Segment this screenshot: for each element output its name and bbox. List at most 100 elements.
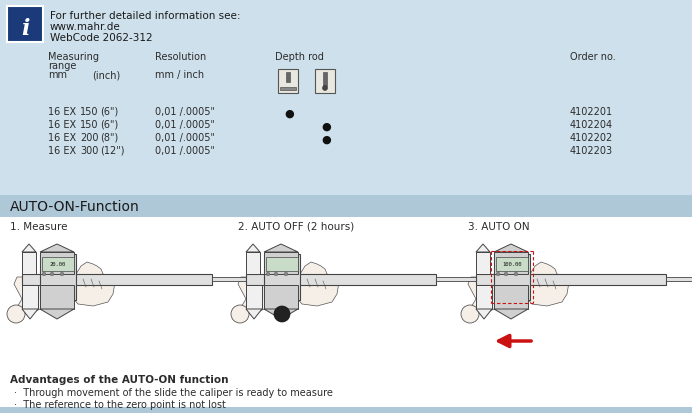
- Bar: [42, 257, 74, 271]
- Polygon shape: [476, 309, 492, 319]
- Text: For further detailed information see:: For further detailed information see:: [50, 11, 241, 21]
- Text: ●: ●: [321, 122, 331, 132]
- Bar: [40, 252, 74, 274]
- Text: 150: 150: [80, 107, 98, 117]
- Text: www.mahr.de: www.mahr.de: [50, 22, 120, 32]
- Polygon shape: [494, 244, 528, 252]
- Bar: [323, 73, 327, 87]
- Text: i: i: [21, 18, 29, 40]
- Circle shape: [514, 273, 518, 276]
- Text: Advantages of the AUTO-ON function: Advantages of the AUTO-ON function: [10, 374, 228, 384]
- Polygon shape: [14, 277, 50, 314]
- Text: 16 EX: 16 EX: [48, 107, 76, 117]
- Bar: [476, 285, 492, 309]
- Bar: [40, 254, 76, 300]
- Bar: [22, 252, 36, 274]
- Text: 0,01 /.0005": 0,01 /.0005": [155, 120, 215, 130]
- Text: (6"): (6"): [100, 107, 118, 117]
- Text: 0,01 /.0005": 0,01 /.0005": [155, 107, 215, 117]
- Bar: [280, 88, 296, 91]
- Text: ·  Through movement of the slide the caliper is ready to measure: · Through movement of the slide the cali…: [14, 387, 333, 397]
- Text: (6"): (6"): [100, 120, 118, 130]
- Circle shape: [51, 273, 54, 276]
- Circle shape: [496, 273, 500, 276]
- Bar: [264, 252, 298, 274]
- Polygon shape: [295, 262, 339, 306]
- Bar: [278, 70, 298, 94]
- Text: 0,01 /.0005": 0,01 /.0005": [155, 146, 215, 156]
- Bar: [22, 274, 212, 285]
- Bar: [496, 257, 528, 271]
- Bar: [266, 257, 298, 271]
- Polygon shape: [71, 262, 115, 306]
- Polygon shape: [238, 277, 274, 314]
- Text: 16 EX: 16 EX: [48, 146, 76, 156]
- Bar: [0, 0, 692, 195]
- Text: ●: ●: [321, 135, 331, 145]
- Polygon shape: [246, 244, 260, 252]
- Polygon shape: [468, 277, 504, 314]
- Text: 1. Measure: 1. Measure: [10, 221, 68, 231]
- Bar: [246, 252, 260, 274]
- Bar: [7, 7, 43, 43]
- Bar: [0, 195, 692, 218]
- Text: 4102201: 4102201: [570, 107, 613, 117]
- Circle shape: [274, 273, 277, 276]
- Circle shape: [7, 305, 25, 323]
- Text: 3. AUTO ON: 3. AUTO ON: [468, 221, 529, 231]
- Text: mm: mm: [48, 70, 67, 80]
- Text: 4102203: 4102203: [570, 146, 613, 156]
- Bar: [0, 218, 692, 413]
- Polygon shape: [264, 244, 298, 252]
- Bar: [40, 285, 74, 309]
- Circle shape: [461, 305, 479, 323]
- Bar: [476, 252, 490, 274]
- Bar: [666, 277, 692, 281]
- Polygon shape: [494, 309, 528, 319]
- Circle shape: [231, 305, 249, 323]
- Text: 20.00: 20.00: [50, 262, 66, 267]
- Text: (8"): (8"): [100, 133, 118, 142]
- Circle shape: [322, 86, 327, 91]
- Circle shape: [284, 273, 288, 276]
- Text: AUTO-ON-Function: AUTO-ON-Function: [10, 199, 140, 214]
- Bar: [246, 285, 262, 309]
- Text: 16 EX: 16 EX: [48, 120, 76, 130]
- Text: range: range: [48, 61, 76, 71]
- Text: Order no.: Order no.: [570, 52, 616, 62]
- Bar: [315, 70, 335, 94]
- Text: 16 EX: 16 EX: [48, 133, 76, 142]
- Bar: [286, 73, 290, 83]
- Bar: [212, 277, 254, 281]
- Text: ●: ●: [284, 109, 294, 119]
- Bar: [436, 277, 478, 281]
- Text: 4102202: 4102202: [570, 133, 613, 142]
- Polygon shape: [22, 309, 38, 319]
- Polygon shape: [22, 244, 36, 252]
- Text: 150: 150: [80, 120, 98, 130]
- Text: (12"): (12"): [100, 146, 125, 156]
- Text: ·  The reference to the zero point is not lost: · The reference to the zero point is not…: [14, 399, 226, 409]
- Text: 2. AUTO OFF (2 hours): 2. AUTO OFF (2 hours): [238, 221, 354, 231]
- Bar: [246, 274, 436, 285]
- Text: 0,01 /.0005": 0,01 /.0005": [155, 133, 215, 142]
- Bar: [494, 254, 530, 300]
- Bar: [494, 285, 528, 309]
- Text: (inch): (inch): [92, 70, 120, 80]
- Circle shape: [60, 273, 64, 276]
- Polygon shape: [476, 244, 490, 252]
- Text: mm / inch: mm / inch: [155, 70, 204, 80]
- Circle shape: [42, 273, 46, 276]
- Circle shape: [266, 273, 270, 276]
- Text: 300: 300: [80, 146, 98, 156]
- Text: Measuring: Measuring: [48, 52, 99, 62]
- Text: 4102204: 4102204: [570, 120, 613, 130]
- Bar: [264, 254, 300, 300]
- Circle shape: [504, 273, 508, 276]
- Text: 100.00: 100.00: [502, 262, 522, 267]
- Text: Resolution: Resolution: [155, 52, 206, 62]
- Bar: [264, 285, 298, 309]
- Polygon shape: [246, 309, 262, 319]
- Text: 200: 200: [80, 133, 98, 142]
- Bar: [0, 407, 692, 413]
